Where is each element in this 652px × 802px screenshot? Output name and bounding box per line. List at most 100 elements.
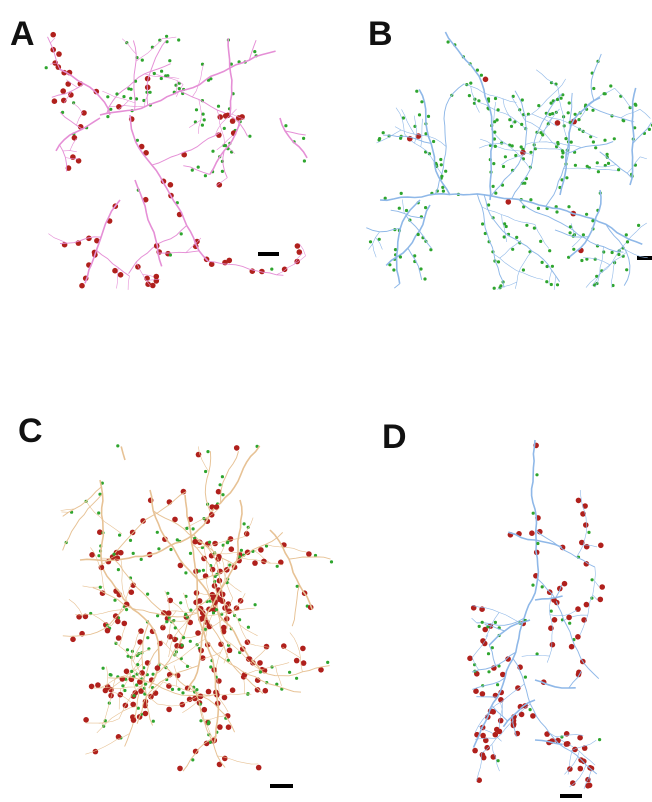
spine-green — [72, 101, 75, 104]
spine-red — [282, 267, 288, 273]
spine-green — [536, 542, 539, 545]
spine-green — [392, 268, 395, 271]
spine-green — [567, 111, 570, 114]
spine-green — [123, 689, 126, 692]
spine-green — [171, 688, 174, 691]
dendrite — [616, 223, 646, 252]
spine-red — [575, 634, 581, 640]
spine-green — [165, 620, 168, 623]
spine-green — [206, 450, 209, 453]
spine-red — [187, 697, 193, 703]
spine-green — [238, 618, 241, 621]
spine-green — [140, 558, 143, 561]
dendrite — [147, 40, 166, 105]
spine-red — [65, 81, 71, 87]
spine-green — [541, 585, 544, 588]
spine-red — [166, 610, 172, 616]
spine-red — [195, 630, 201, 636]
spine-green — [537, 207, 540, 210]
spine-green — [254, 603, 257, 606]
dendrite — [532, 114, 557, 126]
spine-red — [472, 748, 478, 754]
spine-red — [116, 635, 122, 641]
dendrite — [162, 37, 176, 38]
dendrite — [290, 633, 303, 672]
dendrite — [549, 270, 552, 284]
spine-green — [212, 611, 215, 614]
spine-green — [429, 248, 432, 251]
spine-green — [611, 251, 614, 254]
spine-green — [556, 283, 559, 286]
dendrite — [612, 260, 616, 288]
spine-red — [217, 724, 223, 730]
spine-green — [511, 248, 514, 251]
spine-green — [493, 120, 496, 123]
spine-green — [326, 661, 329, 664]
dendrite — [50, 38, 55, 43]
spine-green — [560, 97, 563, 100]
spine-green — [440, 163, 443, 166]
spine-green — [172, 619, 175, 622]
spine-green — [469, 82, 472, 85]
spine-red — [95, 682, 101, 688]
spine-green — [508, 144, 511, 147]
dendrite — [223, 151, 227, 178]
spine-red — [480, 691, 486, 697]
spine-red — [155, 665, 161, 671]
spine-red — [294, 658, 300, 664]
spine-red — [484, 745, 490, 751]
spine-green — [129, 539, 132, 542]
neuron-reconstruction — [61, 444, 334, 771]
dendrite — [503, 99, 513, 125]
spine-green — [197, 166, 200, 169]
spine-red — [135, 264, 141, 270]
spine-green — [259, 670, 262, 673]
spine-red — [167, 499, 173, 505]
spine-green — [447, 40, 450, 43]
dendrite — [580, 567, 595, 635]
dendrite — [289, 557, 331, 559]
dendrite — [595, 581, 599, 587]
spine-green — [580, 259, 583, 262]
spine-green — [494, 97, 497, 100]
spine-green — [115, 92, 118, 95]
spine-green — [97, 554, 100, 557]
spine-green — [207, 722, 210, 725]
spine-green — [625, 233, 628, 236]
spine-green — [515, 236, 518, 239]
spine-green — [195, 108, 198, 111]
spine-green — [529, 198, 532, 201]
spine-green — [588, 166, 591, 169]
dendrite — [152, 132, 221, 165]
spine-green — [487, 203, 490, 206]
spine-red — [130, 702, 136, 708]
dendrite — [228, 38, 232, 115]
dendrite — [421, 119, 423, 147]
spine-green — [186, 665, 189, 668]
spine-green — [568, 622, 571, 625]
spine-green — [570, 141, 573, 144]
spine-green — [587, 531, 590, 534]
spine-green — [541, 133, 544, 136]
spine-green — [270, 268, 273, 271]
dendrite — [206, 640, 301, 693]
spine-green — [535, 473, 538, 476]
spine-green — [480, 74, 483, 77]
spine-green — [468, 94, 471, 97]
dendrite — [482, 207, 535, 224]
panel-label: D — [382, 418, 407, 456]
spine-green — [524, 676, 527, 679]
spine-red — [118, 550, 124, 556]
spine-red — [131, 717, 137, 723]
spine-green — [574, 164, 577, 167]
spine-green — [221, 170, 224, 173]
spine-green — [567, 205, 570, 208]
spine-red — [300, 646, 306, 652]
dendrite — [640, 109, 651, 118]
spine-green — [532, 512, 535, 515]
spine-green — [160, 70, 163, 73]
spine-green — [418, 113, 421, 116]
dendrite — [93, 615, 111, 626]
spine-green — [219, 483, 222, 486]
spine-green — [211, 150, 214, 153]
